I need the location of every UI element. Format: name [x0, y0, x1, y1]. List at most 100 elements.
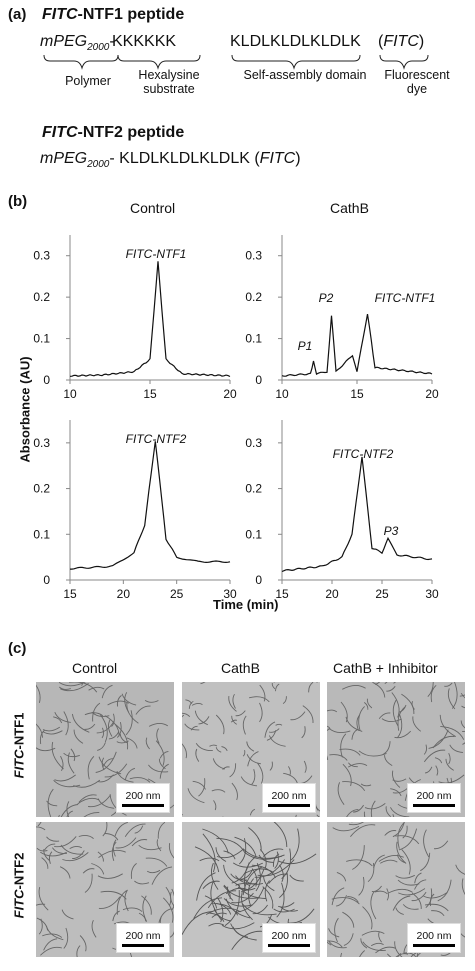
- tem-fibril: [364, 803, 386, 810]
- tem-fibril: [44, 843, 56, 851]
- tem-col-control: Control: [72, 660, 118, 676]
- tem-fibril: [60, 804, 79, 817]
- tem-fibril: [279, 906, 298, 912]
- tem-fibril: [392, 814, 395, 817]
- tem-fibril: [384, 830, 397, 836]
- scale-bar: 200 nm: [116, 923, 170, 953]
- tem-fibril: [401, 849, 411, 875]
- tem-fibril: [259, 849, 267, 869]
- tem-fibril: [316, 682, 318, 683]
- tem-fibril: [331, 897, 360, 905]
- tem-fibril: [364, 702, 369, 710]
- tem-fibril: [231, 930, 263, 950]
- tem-fibril: [91, 920, 97, 938]
- tem-fibril: [88, 794, 111, 808]
- tem-fibril: [84, 873, 93, 893]
- tem-fibril: [148, 764, 169, 773]
- tem-fibril: [348, 762, 358, 768]
- tem-image-ntf2-cathb: 200 nm: [182, 822, 320, 957]
- tem-fibril: [248, 827, 262, 852]
- tem-fibril: [269, 761, 273, 771]
- tem-fibril: [73, 729, 84, 744]
- tem-fibril: [115, 837, 137, 849]
- tem-fibril: [41, 857, 49, 869]
- tem-fibril: [346, 809, 359, 817]
- tem-fibril: [211, 862, 219, 890]
- tem-fibril: [255, 863, 261, 892]
- tem-fibril: [83, 812, 100, 817]
- ntf1-self-assembly: KLDLKLDLKLDLK: [230, 33, 361, 50]
- tem-fibril: [414, 879, 427, 890]
- tem-fibril: [259, 914, 273, 928]
- tem-fibril: [215, 747, 222, 753]
- x-tick-label: 15: [275, 587, 289, 601]
- tem-fibril: [45, 925, 64, 941]
- tem-fibril: [342, 685, 366, 690]
- tem-fibril: [138, 844, 162, 851]
- tem-fibril: [290, 711, 306, 721]
- tem-fibril: [202, 880, 220, 889]
- tem-fibril: [58, 814, 60, 817]
- tem-fibril: [182, 743, 187, 759]
- tem-fibril: [53, 779, 81, 788]
- tem-fibril: [63, 752, 80, 758]
- x-tick-label: 20: [117, 587, 131, 601]
- tem-fibril: [38, 918, 43, 935]
- tem-fibril: [461, 705, 465, 709]
- tem-fibril: [70, 748, 76, 762]
- tem-fibril: [81, 682, 84, 686]
- tem-fibril: [380, 859, 398, 864]
- hplc-col-control: Control: [130, 200, 176, 216]
- ntf1-hexalysine: KKKKKK: [112, 33, 177, 50]
- tem-fibril: [258, 854, 274, 863]
- tem-fibril: [230, 923, 257, 941]
- ntf1-dye: (FITC): [378, 33, 425, 50]
- tem-fibril: [46, 836, 60, 842]
- tem-fibril: [371, 885, 382, 892]
- self-assembly-brace: [231, 54, 361, 70]
- hexalysine-brace: [117, 54, 201, 70]
- tem-fibril: [378, 931, 382, 943]
- tem-fibril: [116, 695, 122, 707]
- tem-fibril: [340, 952, 343, 957]
- tem-fibril: [445, 758, 454, 771]
- tem-fibril: [129, 777, 151, 783]
- polymer-brace: [43, 54, 119, 70]
- tem-fibril: [425, 888, 433, 909]
- tem-fibril: [340, 701, 348, 723]
- tem-fibril: [395, 907, 404, 915]
- tem-fibril: [158, 908, 172, 923]
- tem-fibril: [252, 904, 268, 915]
- tem-fibril: [66, 801, 70, 817]
- tem-fibril: [72, 850, 85, 860]
- tem-fibril: [423, 829, 430, 858]
- tem-fibril: [347, 895, 359, 903]
- tem-fibril: [251, 864, 276, 879]
- tem-fibril: [231, 892, 254, 904]
- tem-fibril: [360, 783, 372, 787]
- tem-fibril: [207, 890, 237, 909]
- tem-fibril: [68, 682, 98, 693]
- tem-fibril: [398, 888, 426, 896]
- tem-fibril: [87, 755, 95, 780]
- tem-fibril: [88, 686, 105, 691]
- tem-fibril: [36, 826, 46, 831]
- tem-fibril: [126, 702, 139, 724]
- tem-fibril: [370, 800, 376, 817]
- tem-fibril: [361, 930, 385, 936]
- x-tick-label: 20: [425, 387, 439, 401]
- tem-fibril: [224, 889, 240, 927]
- tem-fibril: [342, 911, 355, 928]
- tem-fibril: [279, 871, 288, 899]
- tem-fibril: [217, 898, 224, 923]
- tem-fibril: [264, 721, 276, 738]
- tem-fibril: [247, 878, 254, 907]
- tem-fibril: [367, 862, 375, 883]
- tem-fibril: [378, 854, 404, 862]
- tem-fibril: [195, 742, 213, 752]
- tem-fibril: [316, 814, 320, 817]
- tem-fibril: [200, 682, 206, 685]
- hplc-col-cathb: CathB: [330, 200, 369, 216]
- tem-fibril: [425, 766, 433, 774]
- tem-fibril: [104, 763, 128, 778]
